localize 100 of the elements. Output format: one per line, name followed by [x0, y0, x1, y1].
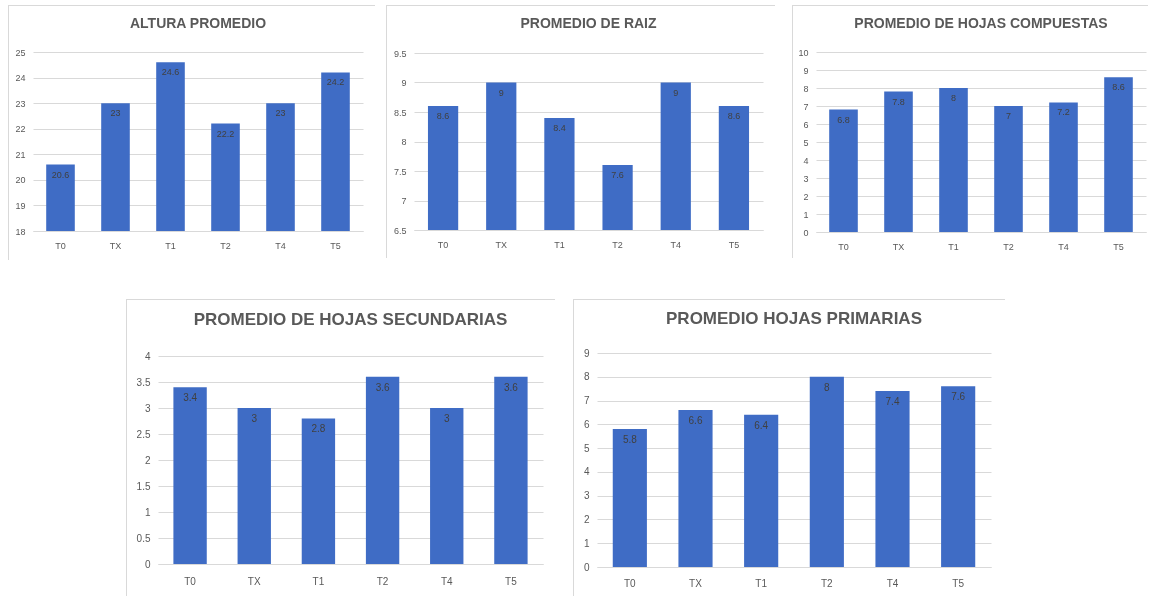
bar	[612, 429, 647, 567]
y-tick-label: 1	[583, 537, 590, 549]
x-tick-label: T1	[554, 239, 565, 250]
data-label: 8	[824, 381, 831, 393]
x-tick-label: T5	[505, 575, 518, 587]
y-tick-label: 23	[15, 98, 26, 109]
data-label: 23	[110, 108, 121, 119]
data-label: 24.6	[161, 67, 180, 78]
y-tick-label: 2	[144, 454, 151, 466]
y-tick-label: 7.5	[393, 166, 407, 177]
data-label: 3.4	[183, 392, 198, 404]
x-tick-label: T2	[220, 240, 231, 251]
x-tick-label: T0	[184, 575, 197, 587]
y-tick-label: 0	[583, 561, 590, 573]
y-tick-label: 3	[144, 402, 151, 414]
data-label: 24.2	[326, 77, 345, 88]
y-tick-label: 18	[15, 226, 26, 237]
x-tick-label: T0	[55, 240, 66, 251]
data-label: 9	[673, 87, 679, 98]
data-label: 8.4	[553, 122, 566, 133]
data-label: 7.6	[611, 170, 624, 181]
y-tick-label: 2	[583, 513, 590, 525]
y-tick-label: 21	[15, 149, 26, 160]
x-tick-label: T5	[952, 577, 965, 589]
bar	[829, 109, 858, 232]
data-label: 7	[1005, 111, 1012, 121]
y-tick-label: 19	[15, 200, 26, 211]
y-tick-label: 24	[15, 73, 26, 84]
y-tick-label: 2.5	[136, 428, 151, 440]
data-label: 3	[251, 413, 258, 424]
x-tick-label: T2	[376, 575, 389, 587]
y-tick-label: 4	[144, 350, 151, 362]
x-tick-label: T2	[1003, 241, 1014, 252]
x-tick-label: T4	[886, 577, 899, 589]
chart-title: PROMEDIO DE RAIZ	[520, 15, 657, 31]
data-label: 22.2	[216, 128, 235, 139]
y-tick-label: 5	[583, 442, 590, 454]
y-tick-label: 6	[803, 119, 809, 130]
data-label: 2.8	[311, 423, 326, 435]
y-tick-label: 7	[803, 101, 809, 112]
x-tick-label: T5	[330, 240, 341, 251]
bar	[875, 391, 910, 567]
x-tick-label: T1	[165, 240, 176, 251]
data-label: 3.6	[503, 381, 519, 393]
x-tick-label: T0	[838, 241, 849, 252]
data-label: 7.2	[1057, 107, 1070, 118]
y-tick-label: 25	[15, 47, 26, 58]
data-label: 20.6	[51, 169, 70, 180]
y-tick-label: 1	[144, 506, 151, 518]
data-label: 7.4	[885, 396, 900, 408]
data-label: 8	[950, 93, 957, 103]
data-label: 8.6	[1112, 82, 1125, 93]
y-tick-label: 20	[15, 175, 26, 186]
bar	[994, 106, 1023, 232]
y-tick-label: 0	[803, 227, 809, 238]
x-tick-label: TX	[892, 241, 905, 252]
bar	[1104, 77, 1133, 232]
bar	[939, 88, 968, 232]
x-tick-label: T2	[821, 577, 834, 589]
y-tick-label: 3.5	[136, 376, 151, 388]
y-tick-label: 6	[583, 418, 590, 430]
data-label: 6.8	[837, 114, 850, 125]
y-tick-label: 3	[583, 490, 590, 502]
bar	[744, 414, 779, 567]
x-tick-label: TX	[495, 239, 508, 250]
x-tick-label: TX	[109, 240, 122, 251]
chart-title: PROMEDIO DE HOJAS COMPUESTAS	[854, 15, 1108, 31]
y-tick-label: 9	[401, 78, 407, 88]
x-tick-label: T5	[1113, 241, 1124, 252]
data-label: 8.6	[727, 111, 741, 122]
y-tick-label: 5	[803, 137, 809, 148]
data-label: 23	[275, 108, 286, 119]
x-tick-label: T2	[612, 239, 623, 250]
bar	[809, 376, 844, 567]
y-tick-label: 10	[798, 47, 809, 58]
x-tick-label: T4	[275, 240, 286, 251]
x-tick-label: TX	[247, 575, 261, 587]
chart-title: PROMEDIO HOJAS PRIMARIAS	[666, 309, 922, 328]
data-label: 7.6	[951, 391, 966, 403]
x-tick-label: TX	[689, 577, 703, 589]
y-tick-label: 7	[401, 196, 407, 206]
y-tick-label: 4	[803, 155, 809, 166]
y-tick-label: 8	[583, 371, 590, 383]
y-tick-label: 9	[803, 65, 809, 76]
y-tick-label: 2	[803, 191, 809, 202]
y-tick-label: 8	[401, 137, 407, 147]
y-tick-label: 8.5	[393, 107, 407, 118]
data-label: 7.8	[892, 96, 905, 107]
y-tick-label: 0	[144, 558, 151, 570]
x-tick-label: T4	[440, 575, 454, 587]
data-label: 8.6	[436, 111, 450, 122]
data-label: 9	[498, 87, 504, 98]
y-tick-label: 1.5	[136, 480, 151, 492]
x-tick-label: T4	[670, 239, 682, 250]
bar	[941, 386, 976, 567]
x-tick-label: T5	[728, 239, 740, 250]
y-tick-label: 0.5	[136, 532, 151, 544]
bar	[1049, 102, 1078, 232]
y-tick-label: 3	[803, 173, 809, 184]
data-label: 5.8	[622, 434, 638, 446]
